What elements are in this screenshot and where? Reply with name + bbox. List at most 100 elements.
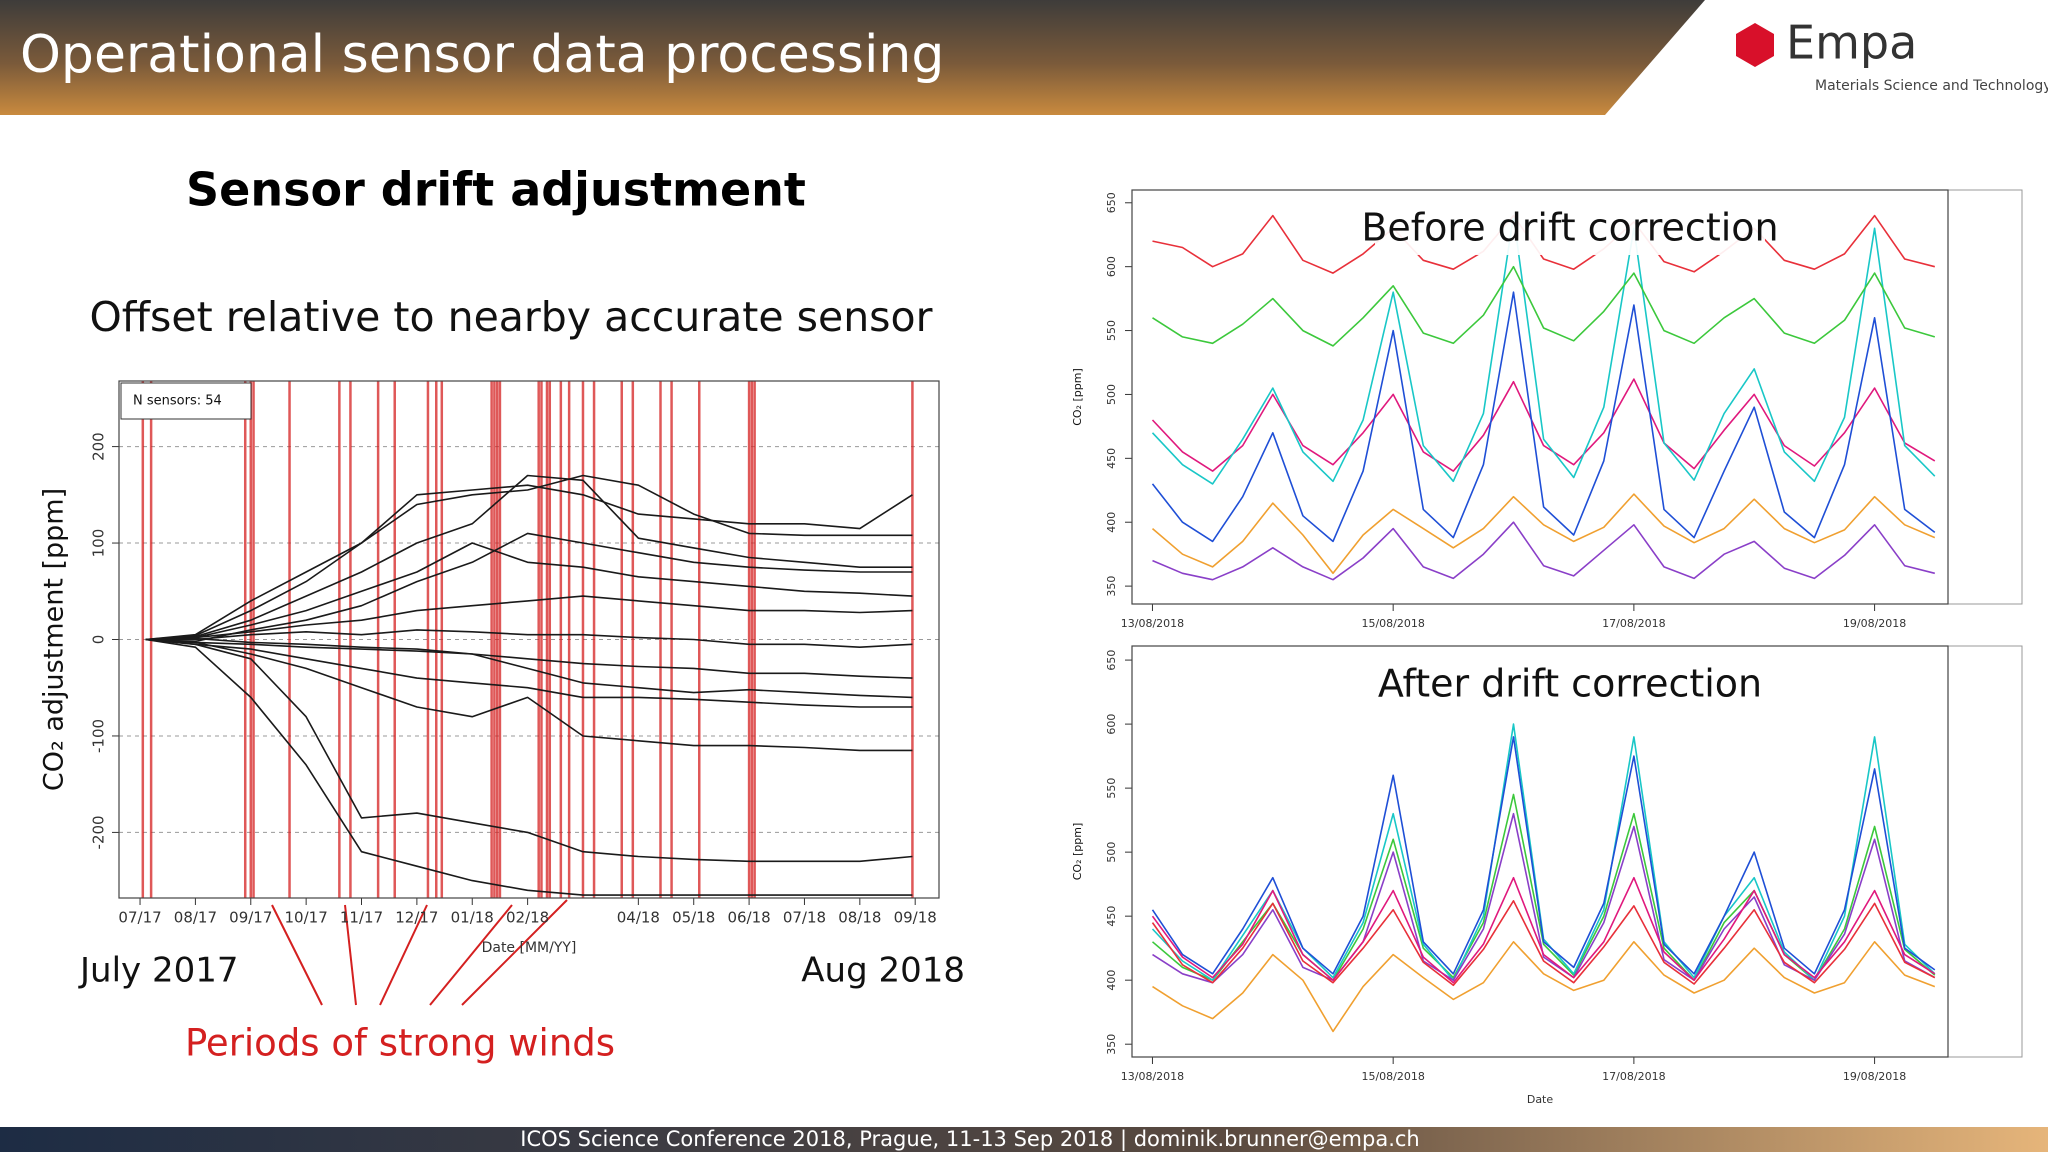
chart-title: Before drift correction <box>1361 206 1778 250</box>
x-tick-label: 05/18 <box>672 909 715 927</box>
x-tick-label: 07/18 <box>783 909 826 927</box>
x-tick-label: 17/08/2018 <box>1602 617 1665 630</box>
y-tick-label: 650 <box>1105 192 1118 213</box>
x-tick-label: 15/08/2018 <box>1361 617 1424 630</box>
title-box <box>1375 659 1765 711</box>
plot-frame <box>1131 645 1949 1058</box>
pointer <box>461 899 568 1006</box>
annotation-box <box>120 382 252 420</box>
series-line <box>1151 493 1936 575</box>
y-tick-label: 0 <box>90 635 108 645</box>
series-line <box>145 638 913 863</box>
y-tick-label: 400 <box>1105 970 1118 991</box>
x-axis-label: Date [MM/YY] <box>482 940 577 956</box>
y-axis-label: CO₂ [ppm] <box>1071 368 1084 426</box>
logo-mark <box>1736 23 1774 67</box>
annotation: N sensors: 54 <box>133 394 222 409</box>
subheading: Offset relative to nearby accurate senso… <box>90 293 933 341</box>
chart: -200 -100 0 100 200 07/17 08/17 09/17 10/17 11/17… <box>39 380 940 956</box>
plot-area <box>1132 646 1948 1057</box>
y-tick-label: 350 <box>1105 1034 1118 1055</box>
x-tick-label: 15/08/2018 <box>1361 1070 1424 1083</box>
pointer <box>344 904 357 1006</box>
series-line <box>1151 378 1936 472</box>
x-tick-label: 01/18 <box>451 909 494 927</box>
header-band <box>0 0 1705 115</box>
chart: 350 400 450 500 550 600 650 13/08/2018 15/08/201… <box>1071 189 1949 630</box>
x-axis-label: Date <box>1527 1093 1554 1106</box>
series-line <box>145 474 913 641</box>
series-line <box>145 542 913 641</box>
logo-tagline: Materials Science and Technology <box>1815 78 2048 94</box>
series-line <box>145 637 913 699</box>
x-tick-label: 11/17 <box>340 909 383 927</box>
x-tick-label: 17/08/2018 <box>1602 1070 1665 1083</box>
y-tick-label: 500 <box>1105 384 1118 405</box>
series-line <box>1151 899 1936 987</box>
x-tick-label: 07/17 <box>118 909 161 927</box>
series-line <box>1151 291 1936 543</box>
wind-label: Periods of strong winds <box>185 1022 615 1065</box>
series-line <box>145 638 913 752</box>
x-tick-label: 08/17 <box>174 909 217 927</box>
y-tick-label: 450 <box>1105 448 1118 469</box>
pointer <box>379 904 428 1006</box>
series-line <box>1151 214 1936 485</box>
series-line <box>145 532 913 643</box>
x-tick-label: 12/17 <box>395 909 438 927</box>
heading: Sensor drift adjustment <box>186 163 806 217</box>
series-line <box>145 474 913 641</box>
start-label: July 2017 <box>78 951 238 991</box>
y-tick-label: 600 <box>1105 714 1118 735</box>
y-tick-label: -100 <box>90 719 108 753</box>
y-tick-label: 550 <box>1105 778 1118 799</box>
series-line <box>145 638 913 679</box>
x-tick-label: 09/18 <box>894 909 937 927</box>
footer-band <box>0 1127 2048 1152</box>
series-line <box>145 629 913 649</box>
y-tick-label: 450 <box>1105 906 1118 927</box>
wind-pointers <box>271 899 568 1006</box>
series-line <box>1152 940 1936 1033</box>
pointer <box>429 904 513 1006</box>
series-line <box>1152 214 1935 274</box>
x-tick-label: 06/18 <box>727 909 770 927</box>
y-tick-label: 500 <box>1105 842 1118 863</box>
x-tick-label: 04/18 <box>617 909 660 927</box>
y-tick-label: 200 <box>90 432 108 461</box>
plot-frame <box>118 380 940 899</box>
y-tick-label: 600 <box>1105 256 1118 277</box>
x-tick-label: 10/17 <box>285 909 328 927</box>
series-line <box>1151 876 1936 984</box>
x-tick-label: 08/18 <box>838 909 881 927</box>
pointer <box>271 904 323 1006</box>
plot-frame <box>1131 189 1949 605</box>
y-tick-label: 400 <box>1105 512 1118 533</box>
legend-frame <box>1947 189 2023 605</box>
y-tick-label: 100 <box>90 529 108 558</box>
y-tick-label: 650 <box>1105 650 1118 671</box>
y-tick-label: 350 <box>1105 576 1118 597</box>
x-tick-label: 13/08/2018 <box>1121 1070 1184 1083</box>
y-tick-label: -200 <box>90 815 108 849</box>
chart: 350 400 450 500 550 600 650 13/08/2018 15/08/201… <box>1071 645 1949 1106</box>
end-label: Aug 2018 <box>801 951 965 991</box>
y-axis-label: CO₂ [ppm] <box>1071 823 1084 881</box>
legend-frame <box>1947 645 2023 1058</box>
x-tick-label: 19/08/2018 <box>1843 1070 1906 1083</box>
series-line <box>145 595 913 641</box>
x-tick-label: 19/08/2018 <box>1843 617 1906 630</box>
series-line <box>1152 521 1935 581</box>
title-box <box>1375 203 1765 255</box>
logo-name: Empa <box>1786 16 1917 70</box>
header-title: Operational sensor data processing <box>20 25 944 85</box>
chart-title: After drift correction <box>1378 662 1762 706</box>
x-tick-label: 09/17 <box>229 909 272 927</box>
series-line <box>1151 736 1936 975</box>
y-axis-label: CO₂ adjustment [ppm] <box>39 488 70 791</box>
x-tick-label: 02/18 <box>506 909 549 927</box>
series-line <box>145 484 913 641</box>
footer-text: ICOS Science Conference 2018, Prague, 11… <box>520 1127 1419 1152</box>
